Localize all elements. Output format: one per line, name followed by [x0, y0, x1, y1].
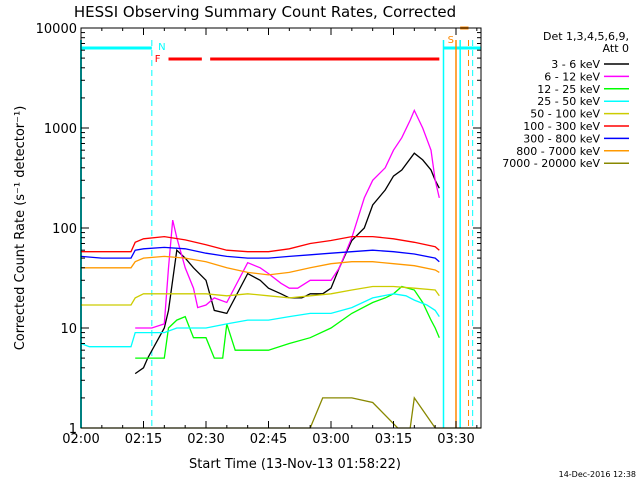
- x-tick-label: 03:00: [312, 432, 349, 447]
- flag-s-label: S: [448, 35, 454, 46]
- legend-label: 25 - 50 keV: [537, 95, 600, 108]
- observing-flags: NF S: [80, 26, 481, 428]
- legend-label: 50 - 100 keV: [530, 108, 600, 121]
- x-tick-label: 03:30: [437, 432, 474, 447]
- series-line: [135, 108, 440, 329]
- legend-header-attenuator: Att 0: [603, 42, 629, 55]
- plot-frame: [80, 27, 482, 429]
- legend-label: 300 - 800 keV: [523, 132, 600, 145]
- legend-label: 12 - 25 keV: [537, 83, 600, 96]
- x-axis-label: Start Time (13-Nov-13 01:58:22): [189, 457, 401, 472]
- y-tick-label: 100: [52, 222, 77, 237]
- series-line: [80, 246, 440, 263]
- series-line: [81, 235, 440, 253]
- series-lines: [80, 108, 481, 429]
- series-line: [81, 396, 481, 429]
- legend-label: 100 - 300 keV: [523, 120, 600, 133]
- legend-header-detectors: Det 1,3,4,5,6,9,: [543, 30, 629, 43]
- series-line: [135, 285, 440, 359]
- flag-n-label: N: [158, 42, 165, 53]
- y-axis-label: Corrected Count Rate (s⁻¹ detector⁻¹): [13, 106, 28, 351]
- x-tick-label: 02:15: [125, 432, 162, 447]
- series-line: [81, 255, 440, 276]
- series-line: [81, 285, 440, 306]
- legend-label: 3 - 6 keV: [551, 58, 600, 71]
- legend-label: 800 - 7000 keV: [516, 145, 600, 158]
- x-tick-label: 02:30: [187, 432, 224, 447]
- y-tick-label: 10: [60, 322, 77, 337]
- x-tick-label: 03:15: [375, 432, 412, 447]
- legend-label: 6 - 12 keV: [544, 70, 600, 83]
- x-tick-label: 02:00: [62, 432, 99, 447]
- chart-title: HESSI Observing Summary Count Rates, Cor…: [74, 3, 456, 21]
- legend-label: 7000 - 20000 keV: [502, 157, 600, 170]
- x-tick-label: 02:45: [250, 432, 287, 447]
- y-tick-label: 1000: [44, 122, 77, 137]
- y-tick-label: 1: [69, 422, 77, 437]
- axes: 02:00 02:15 02:30 02:45 03:00 03:15 03:30 1 10 10…: [36, 22, 482, 447]
- y-tick-label: 10000: [36, 22, 77, 37]
- flag-f-label: F: [155, 54, 161, 65]
- series-line: [80, 293, 440, 348]
- timestamp-label: 14-Dec-2016 12:38: [559, 470, 636, 479]
